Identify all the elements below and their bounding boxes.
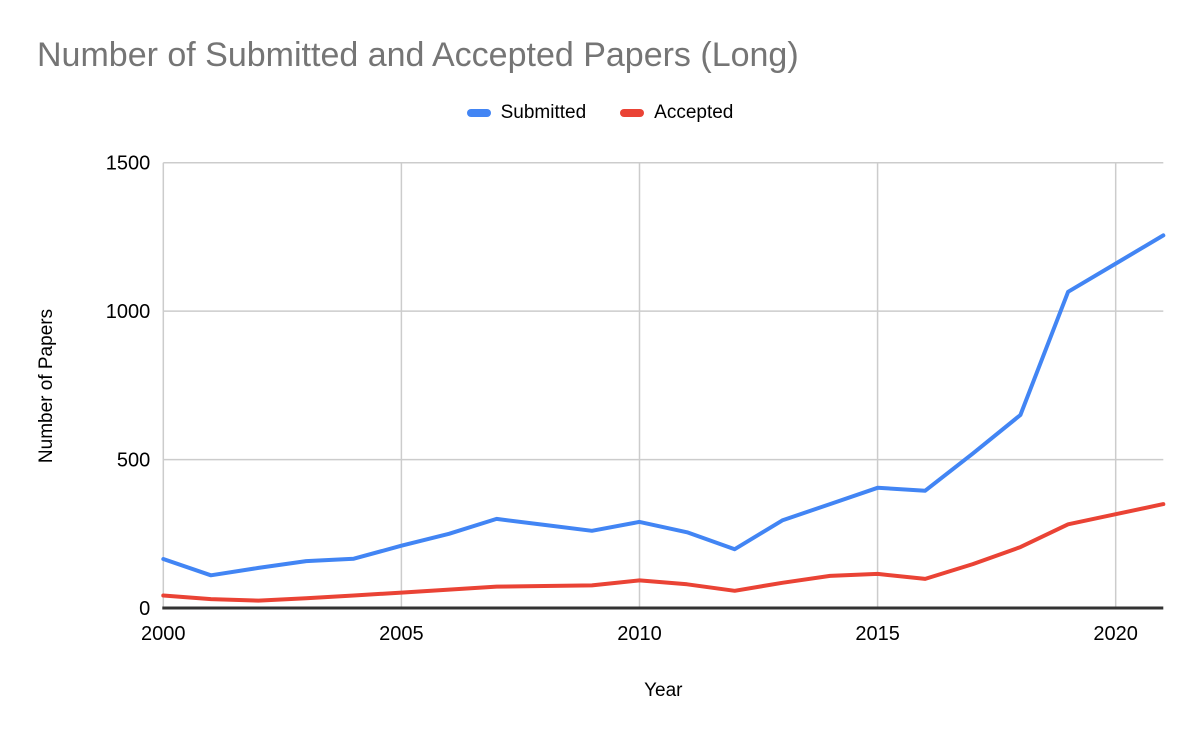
x-tick-label-2015: 2015 [855,623,900,645]
legend: Submitted Accepted [0,102,1200,124]
legend-swatch-accepted-icon [620,109,645,117]
legend-item-submitted: Submitted [466,102,587,124]
accepted-line [161,502,1166,603]
chart-title: Number of Submitted and Accepted Papers … [37,36,799,74]
legend-item-accepted: Accepted [620,102,733,124]
legend-label-submitted: Submitted [500,102,587,123]
legend-swatch-submitted-icon [466,109,491,117]
x-tick-label-2005: 2005 [379,623,424,645]
y-tick-label-500: 500 [117,450,150,472]
y-tick-label-1500: 1500 [106,153,151,175]
legend-label-accepted: Accepted [654,102,734,123]
y-tick-label-1000: 1000 [106,301,151,323]
submitted-line [161,233,1166,578]
x-tick-label-2010: 2010 [617,623,662,645]
y-axis-title: Number of Papers [36,309,57,463]
x-axis-title: Year [644,680,683,701]
y-tick-label-0: 0 [139,598,150,620]
x-tick-label-2000: 2000 [141,623,186,645]
x-tick-label-2020: 2020 [1093,623,1138,645]
